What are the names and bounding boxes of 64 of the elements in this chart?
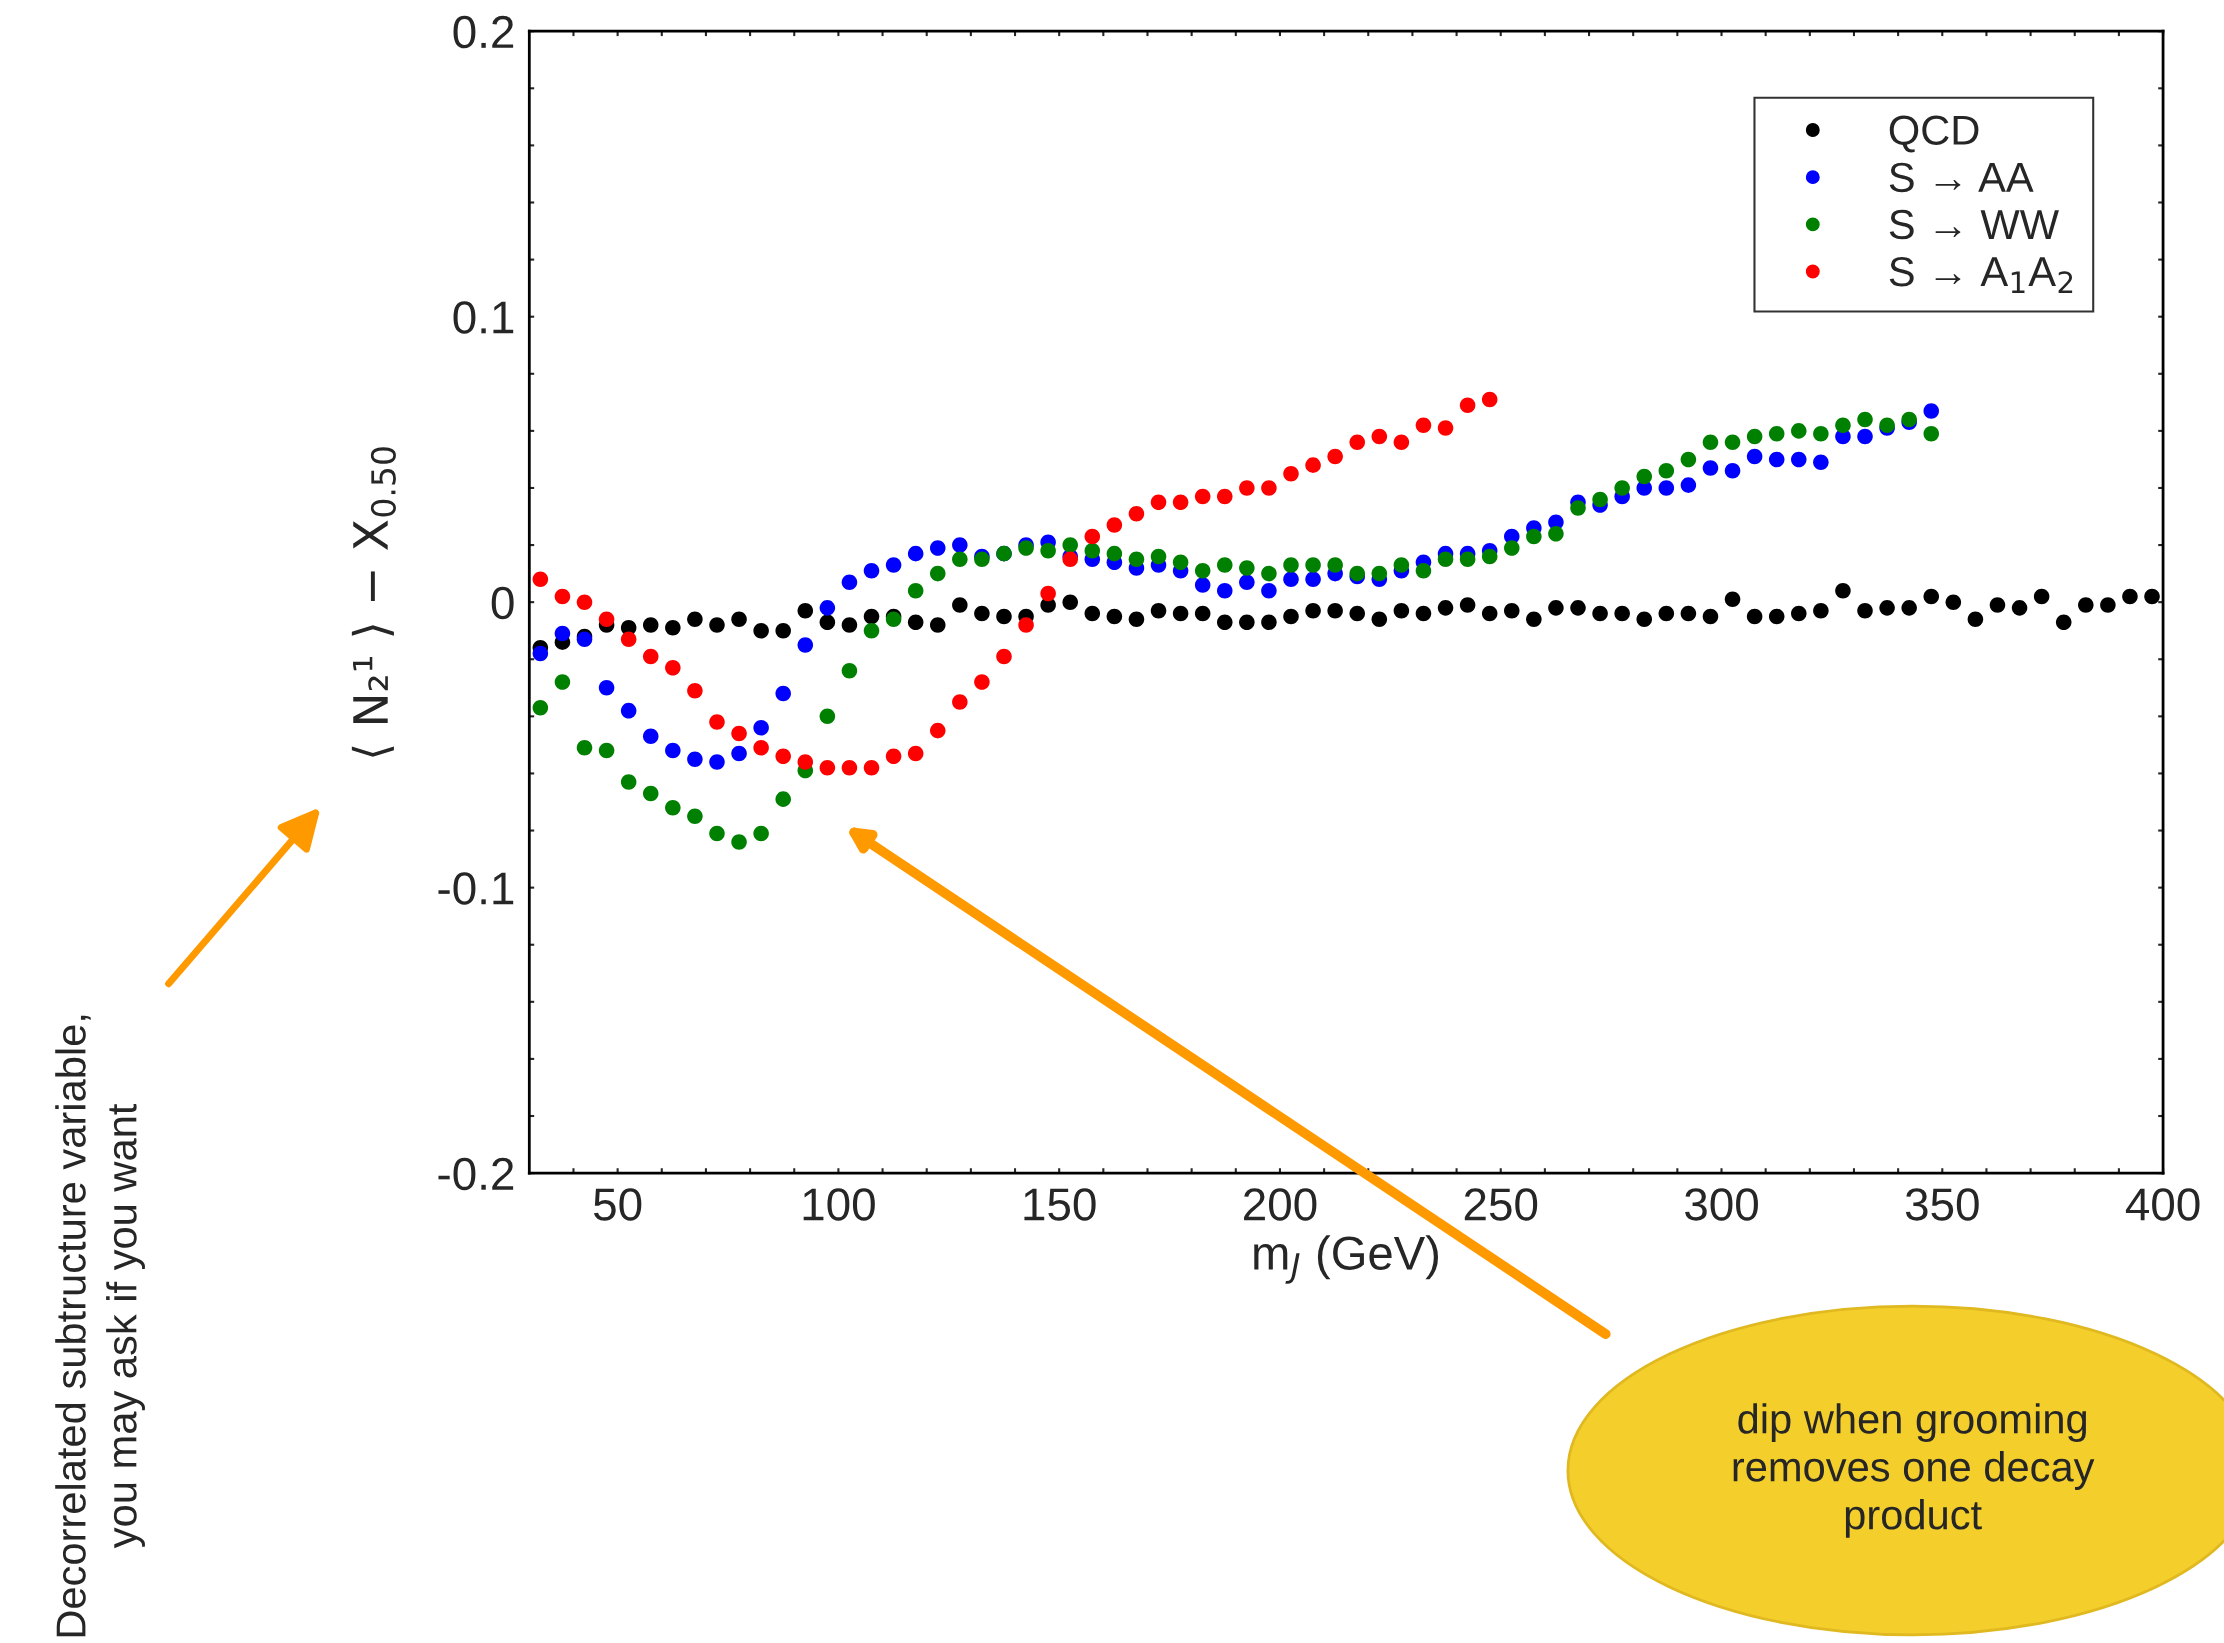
point xyxy=(907,745,924,762)
point xyxy=(1305,457,1321,473)
point xyxy=(532,571,549,588)
point xyxy=(841,759,858,776)
point xyxy=(797,754,814,770)
legend-label: S → AA xyxy=(1889,162,2034,193)
point xyxy=(1459,397,1476,413)
legend-label: QCD xyxy=(1889,115,1979,153)
point xyxy=(974,674,990,690)
y-tick-label: 0 xyxy=(491,586,514,620)
point xyxy=(709,714,725,730)
point xyxy=(731,725,747,742)
point xyxy=(863,759,880,776)
point xyxy=(1128,505,1145,522)
x-tick-label: 250 xyxy=(1464,1188,1538,1221)
x-tick-label: 400 xyxy=(2125,1188,2200,1221)
x-tick-label: 100 xyxy=(803,1188,875,1221)
point xyxy=(952,694,968,710)
point xyxy=(996,648,1012,665)
text: Decorrelated subtructure variable, you may ask if you want xyxy=(55,1015,145,1637)
x-tick-label: 350 xyxy=(1905,1188,1979,1221)
text: dip when grooming removes one decay product xyxy=(1733,1403,2095,1538)
point xyxy=(687,682,703,699)
x-axis-title: m$_{J}$ (GeV) xyxy=(1254,1235,1438,1284)
x-tick-label: 200 xyxy=(1244,1188,1317,1221)
point xyxy=(1327,448,1343,465)
y-tick-label: 0.2 xyxy=(453,15,514,49)
point xyxy=(1349,434,1365,451)
point xyxy=(1106,517,1123,533)
point xyxy=(1040,585,1056,602)
x-tick-label: 50 xyxy=(593,1188,642,1221)
point xyxy=(642,648,659,665)
point xyxy=(1371,428,1388,445)
y-axis-title: ⟨ N₂¹ ⟩ − X$_{0.50}$ xyxy=(351,447,396,757)
point xyxy=(819,759,836,776)
point xyxy=(1437,420,1454,436)
point xyxy=(1018,617,1034,633)
point xyxy=(620,631,637,648)
point xyxy=(1393,434,1410,451)
y-tick-label: 0.1 xyxy=(453,301,514,334)
legend-label: S → A$_{1}$A$_{2}$ xyxy=(1889,256,2073,293)
point xyxy=(885,748,902,765)
legend-label: S → WW xyxy=(1889,209,2059,240)
x-tick-label: 150 xyxy=(1024,1188,1096,1221)
x-tick-label: 300 xyxy=(1685,1188,1758,1221)
point xyxy=(1283,465,1299,482)
point xyxy=(775,748,791,765)
point xyxy=(576,594,593,610)
y-tick-label: -0.1 xyxy=(438,872,514,905)
point xyxy=(929,722,946,739)
point xyxy=(598,611,615,628)
point xyxy=(554,588,571,605)
point xyxy=(1481,391,1498,408)
point xyxy=(665,660,681,676)
point xyxy=(1261,480,1277,496)
point xyxy=(1194,488,1211,505)
point xyxy=(1217,488,1233,505)
point xyxy=(1084,528,1101,545)
point xyxy=(1172,494,1189,511)
y-tick-label: -0.2 xyxy=(438,1157,514,1191)
point xyxy=(1150,494,1167,511)
point xyxy=(753,739,769,756)
point xyxy=(1239,480,1255,496)
point xyxy=(1415,417,1432,433)
